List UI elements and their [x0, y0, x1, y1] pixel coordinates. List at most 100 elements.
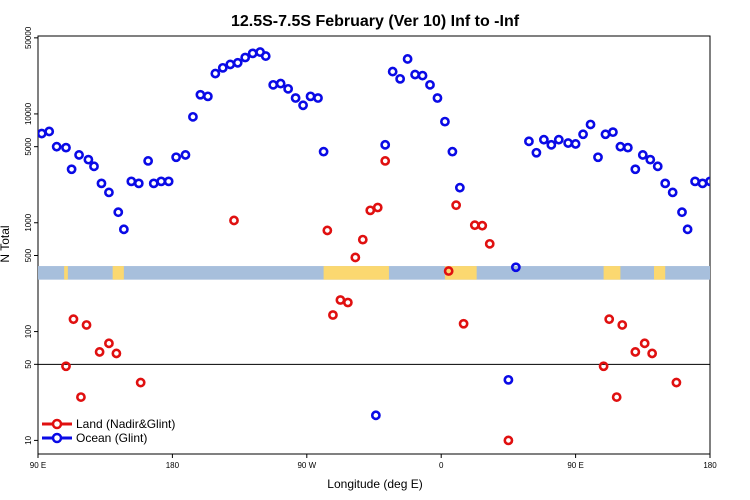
ocean-point [268, 79, 279, 90]
land-point [671, 377, 682, 388]
land-band-segment [603, 266, 621, 280]
ocean-point [283, 83, 294, 94]
x-tick-label: 90 E [30, 461, 46, 470]
land-point [350, 252, 361, 263]
land-point [342, 297, 353, 308]
ocean-point [546, 139, 557, 150]
ocean-point [240, 52, 251, 63]
ocean-point [217, 62, 228, 73]
ocean-point [260, 51, 271, 61]
ocean-point [637, 150, 648, 160]
ocean-point [118, 224, 129, 235]
land-point [111, 348, 122, 359]
land-point [328, 310, 338, 320]
ocean-point [402, 54, 413, 64]
ocean-point [503, 374, 514, 385]
y-axis-label: N Total [0, 225, 12, 262]
ocean-point [133, 178, 144, 189]
x-tick-label: 180 [703, 461, 717, 470]
ocean-point [645, 154, 656, 165]
land-band-segment [654, 266, 666, 280]
ocean-point [630, 164, 641, 175]
ocean-point [593, 152, 603, 163]
land-point [647, 348, 658, 359]
y-axis: 10 50 100 500 1000 5000 10000 50000 [24, 26, 38, 445]
y-tick-label: 50000 [24, 26, 33, 49]
x-tick-label: 0 [439, 461, 444, 470]
ocean-point [570, 139, 581, 149]
ocean-point [454, 182, 465, 193]
land-point [443, 266, 454, 276]
ocean-point [298, 100, 308, 111]
land-point [630, 347, 641, 357]
ocean-point [195, 89, 206, 100]
land-point [611, 392, 622, 402]
land-point [365, 205, 376, 216]
ocean-point [247, 48, 258, 59]
ocean-point [608, 127, 618, 138]
ocean-point [104, 187, 114, 198]
x-tick-label: 180 [166, 461, 180, 470]
land-ocean-band [38, 266, 710, 280]
land-point [76, 392, 86, 402]
land-band-segment [112, 266, 124, 280]
y-tick-label: 10000 [24, 102, 33, 125]
ocean-point [156, 176, 167, 187]
land-band-segment [323, 266, 389, 280]
ocean-point [202, 91, 213, 102]
land-point [81, 320, 92, 330]
y-tick-label: 1000 [24, 213, 33, 231]
ocean-point [615, 141, 626, 152]
land-point [229, 215, 239, 226]
ocean-point [432, 93, 443, 103]
ocean-point [143, 156, 154, 166]
ocean-point [585, 119, 596, 130]
ocean-point [180, 150, 191, 160]
ocean-point [510, 262, 521, 273]
ocean-point [736, 178, 743, 185]
land-point [94, 347, 105, 357]
land-point [372, 202, 383, 213]
ocean-point [44, 126, 55, 137]
ocean-point [652, 161, 663, 172]
land-point [458, 318, 469, 329]
ocean-point [188, 111, 198, 122]
land-point [484, 238, 495, 249]
ocean-point [425, 79, 435, 90]
ocean-point [677, 207, 687, 218]
ocean-point [622, 142, 633, 153]
ocean-point [83, 154, 94, 165]
legend-land-marker [51, 418, 63, 430]
ocean-point [600, 129, 611, 140]
ocean-point [126, 176, 137, 187]
x-tick-label: 90 W [297, 461, 316, 470]
ocean-point [163, 176, 174, 187]
ocean-point [380, 139, 391, 150]
land-band-segment [64, 266, 68, 280]
ocean-point [51, 141, 62, 152]
plot-frame [37, 35, 711, 455]
ocean-point [714, 157, 721, 164]
land-point [477, 220, 488, 231]
ocean-point [313, 93, 323, 103]
ocean-point [705, 176, 710, 187]
land-point [469, 220, 480, 231]
x-axis: 90 E 180 90 W 0 90 E 180 [30, 454, 717, 470]
land-point [451, 200, 462, 211]
y-tick-label: 500 [24, 248, 33, 262]
land-point [68, 314, 79, 325]
ocean-point [690, 176, 700, 187]
ocean-point [447, 146, 458, 157]
x-axis-label: Longitude (deg E) [327, 477, 422, 491]
land-point [322, 225, 333, 236]
ocean-point [171, 152, 182, 163]
ocean-point [275, 78, 286, 89]
y-tick-label: 50 [24, 359, 33, 368]
land-point [357, 234, 368, 245]
ocean-point [74, 150, 84, 160]
ocean-point [578, 129, 588, 140]
land-point [61, 361, 71, 372]
ocean-point [531, 147, 542, 158]
ocean-point [305, 91, 316, 102]
